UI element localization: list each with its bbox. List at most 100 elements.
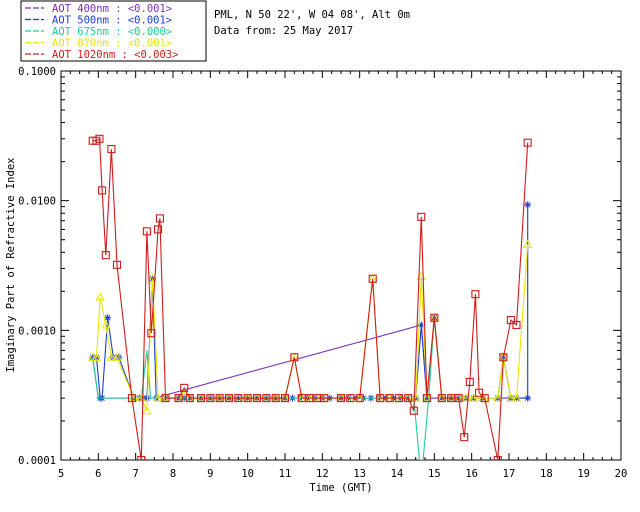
data-point-square [336,394,346,403]
x-tick-label: 7 [133,468,139,480]
data-point-square [154,225,163,234]
series-line [92,244,529,411]
data-point-square [417,212,426,221]
y-axis-label: Imaginary Part of Refractive Index [5,158,17,373]
data-point-square [480,394,489,403]
data-point-square [161,394,170,403]
data-point-square [506,316,515,325]
data-point-triangle [95,292,105,301]
data-point-square [499,353,508,362]
data-point-square [422,394,431,403]
x-tick-label: 17 [503,468,516,480]
x-axis-label: Time (GMT) [309,482,372,494]
data-point-square [174,394,183,403]
y-tick-label: 0.1000 [18,66,56,78]
chart-title-date: Data from: 25 May 2017 [214,25,353,37]
x-tick-label: 8 [170,468,176,480]
data-point-square [460,433,469,442]
data-point-square [98,186,107,195]
x-tick-label: 9 [207,468,213,480]
x-tick-label: 20 [615,468,628,480]
data-point-triangle [91,352,102,361]
series-line [92,137,529,460]
data-point-square [137,455,146,460]
data-point-square [252,394,262,403]
x-tick-label: 15 [428,468,441,480]
data-point-square [523,138,532,147]
data-point-triangle [142,405,152,415]
data-point-triangle [511,393,522,402]
series-layer [88,134,533,460]
data-point-triangle [101,319,111,329]
data-point-square [224,394,234,403]
data-point-square [385,394,394,403]
data-point-square [430,313,439,322]
data-point-square [454,394,463,403]
data-point-triangle [112,352,122,361]
data-point-asterisk [524,394,532,402]
data-point-square [180,383,189,392]
data-point-square [215,394,224,403]
x-tick-label: 14 [391,468,404,480]
data-point-square [475,388,484,397]
data-point-asterisk [524,201,532,209]
legend-entry: AOT 500nm : <0.001> [52,15,172,27]
y-tick-label: 0.0010 [18,325,56,337]
x-tick-label: 11 [279,468,292,480]
chart-title-block: PML, N 50 22', W 04 08', Alt 0m Data fro… [214,9,410,37]
series-aot-500nm [89,201,532,402]
data-point-square [471,290,480,299]
legend-entry: AOT 870nm : <0.001> [52,38,172,50]
data-point-square [206,394,215,403]
data-point-square [127,394,136,403]
data-point-square [512,320,521,330]
y-tick-label: 0.0001 [18,455,56,467]
legend: AOT 400nm : <0.001>AOT 500nm : <0.001>AO… [20,0,207,62]
data-point-square [320,394,329,403]
x-tick-label: 16 [465,468,478,480]
data-point-square [234,394,243,403]
data-point-square [437,394,446,403]
x-tick-label: 13 [353,468,366,480]
x-tick-label: 10 [241,468,254,480]
data-point-square [409,406,418,415]
data-point-square [355,394,364,403]
x-tick-label: 6 [95,468,101,480]
chart-title-location: PML, N 50 22', W 04 08', Alt 0m [214,9,410,21]
data-point-square [394,394,403,403]
legend-entry: AOT 675nm : <0.000> [52,26,172,38]
data-point-square [155,214,164,223]
data-point-square [95,134,104,143]
data-point-asterisk [143,394,151,402]
data-point-triangle [523,239,533,248]
data-point-square [376,394,385,403]
data-point-triangle [493,393,503,402]
data-point-square [142,227,151,236]
x-tick-label: 19 [577,468,590,480]
data-point-triangle [506,393,516,402]
data-point-square [107,145,116,154]
data-point-square [404,394,413,403]
legend-box [20,0,207,62]
data-point-square [185,394,194,403]
data-point-square [280,394,290,403]
data-point-square [290,353,299,362]
series-aot-1020nm [88,134,532,460]
data-point-square [262,394,271,403]
data-point-square [346,394,355,403]
data-point-asterisk [104,314,112,322]
data-point-asterisk [417,321,425,329]
legend-entry: AOT 1020nm : <0.003> [52,49,178,61]
data-point-square [101,251,110,260]
x-tick-label: 5 [58,468,64,480]
data-point-square [196,394,206,403]
data-point-square [368,274,377,283]
x-tick-label: 12 [316,468,329,480]
data-point-triangle [106,352,117,361]
legend-entry: AOT 400nm : <0.001> [52,3,172,15]
data-point-square [465,377,474,386]
data-point-square [112,260,122,269]
x-tick-label: 18 [540,468,553,480]
data-point-square [271,394,280,403]
